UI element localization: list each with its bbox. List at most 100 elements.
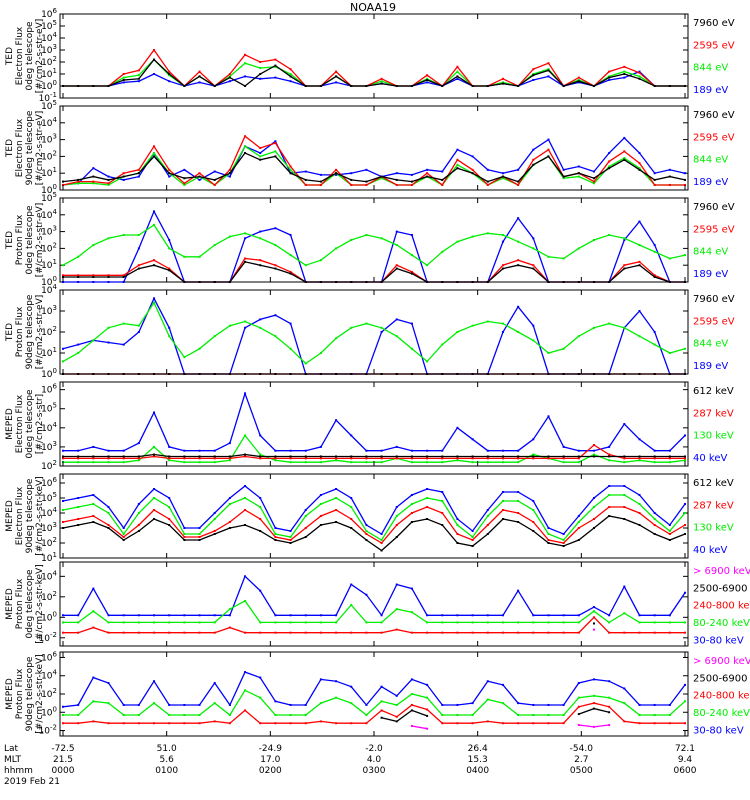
data-point: [244, 257, 247, 260]
data-point: [365, 461, 368, 464]
data-point: [532, 500, 535, 502]
data-point: [122, 233, 125, 236]
legend-entry: 130 keV: [693, 431, 734, 442]
y-axis-label-line: 0deg telescope: [25, 389, 35, 459]
data-point: [532, 722, 535, 725]
data-point: [623, 585, 626, 588]
data-point: [319, 494, 322, 496]
data-point: [259, 73, 262, 75]
data-point: [335, 172, 338, 175]
data-point: [335, 459, 338, 462]
data-point: [547, 533, 550, 535]
data-point: [168, 506, 171, 508]
data-point: [532, 264, 535, 267]
data-point: [653, 524, 656, 526]
data-point: [501, 722, 504, 725]
data-point: [471, 281, 474, 283]
data-point: [228, 703, 231, 706]
data-point: [638, 614, 641, 617]
data-point: [77, 518, 80, 520]
data-point: [289, 373, 292, 375]
y-tick-label: 105: [41, 19, 57, 32]
data-point: [183, 449, 186, 452]
y-axis-label: TED Proton Flux 90deg telescope [#/cm2-s-st…: [5, 294, 45, 369]
data-point: [410, 173, 413, 176]
data-point: [426, 168, 429, 171]
data-point: [577, 521, 580, 523]
y-axis-label: TED Electron Flux 0deg telescope [#/cm2-s-s…: [5, 19, 45, 94]
data-point: [228, 626, 231, 629]
data-point: [122, 76, 125, 79]
data-point: [168, 631, 171, 634]
data-point: [471, 539, 474, 541]
data-point: [365, 533, 368, 535]
data-point: [213, 455, 216, 458]
data-point: [153, 453, 156, 456]
data-point: [471, 172, 474, 175]
data-point: [562, 177, 565, 180]
data-point: [592, 239, 595, 241]
data-point: [350, 434, 353, 437]
data-point: [547, 68, 550, 71]
data-point: [62, 85, 64, 87]
data-point: [92, 461, 95, 464]
data-point: [183, 356, 186, 359]
data-point: [350, 239, 353, 241]
data-point: [395, 694, 398, 697]
data-point: [319, 85, 322, 87]
data-point: [107, 85, 110, 87]
data-point: [456, 65, 459, 68]
data-point: [623, 631, 626, 634]
x-row-label-lat: Lat: [4, 744, 19, 754]
data-point: [274, 459, 277, 462]
data-point: [335, 621, 338, 624]
data-point: [532, 509, 535, 511]
data-point: [213, 621, 216, 624]
data-point: [532, 73, 535, 75]
data-point: [623, 150, 626, 153]
data-point: [410, 347, 413, 350]
data-point: [365, 183, 368, 186]
data-point: [638, 494, 641, 496]
data-point: [532, 68, 535, 71]
data-point: [183, 536, 186, 538]
data-point: [577, 247, 580, 250]
data-point: [77, 275, 80, 278]
data-point: [410, 703, 413, 706]
data-point: [441, 524, 444, 526]
data-point: [395, 457, 398, 460]
legend-entry: 240-800 keV: [693, 691, 750, 702]
data-point: [456, 281, 459, 283]
data-point: [304, 373, 307, 375]
data-point: [577, 373, 580, 375]
data-point: [517, 457, 520, 460]
x-tick-label: 17.0: [260, 755, 280, 765]
data-point: [183, 281, 186, 283]
data-point: [501, 240, 504, 243]
data-point: [592, 622, 595, 625]
data-point: [577, 527, 580, 529]
data-point: [350, 178, 353, 181]
data-point: [335, 81, 338, 84]
data-point: [183, 455, 186, 458]
data-point: [228, 608, 231, 611]
data-point: [304, 281, 307, 283]
data-point: [684, 457, 686, 460]
data-point: [638, 152, 641, 155]
data-point: [137, 457, 140, 460]
data-point: [517, 373, 520, 375]
data-point: [577, 696, 580, 699]
data-point: [122, 322, 125, 325]
data-point: [592, 518, 595, 520]
data-point: [456, 457, 459, 460]
data-point: [501, 264, 504, 267]
legend-entry: 7960 eV: [693, 18, 735, 29]
data-point: [259, 318, 262, 321]
data-point: [623, 267, 626, 270]
y-axis-label-line: Electron Flux: [15, 394, 25, 453]
data-point: [62, 275, 64, 278]
data-point: [395, 172, 398, 175]
data-point: [274, 722, 277, 725]
